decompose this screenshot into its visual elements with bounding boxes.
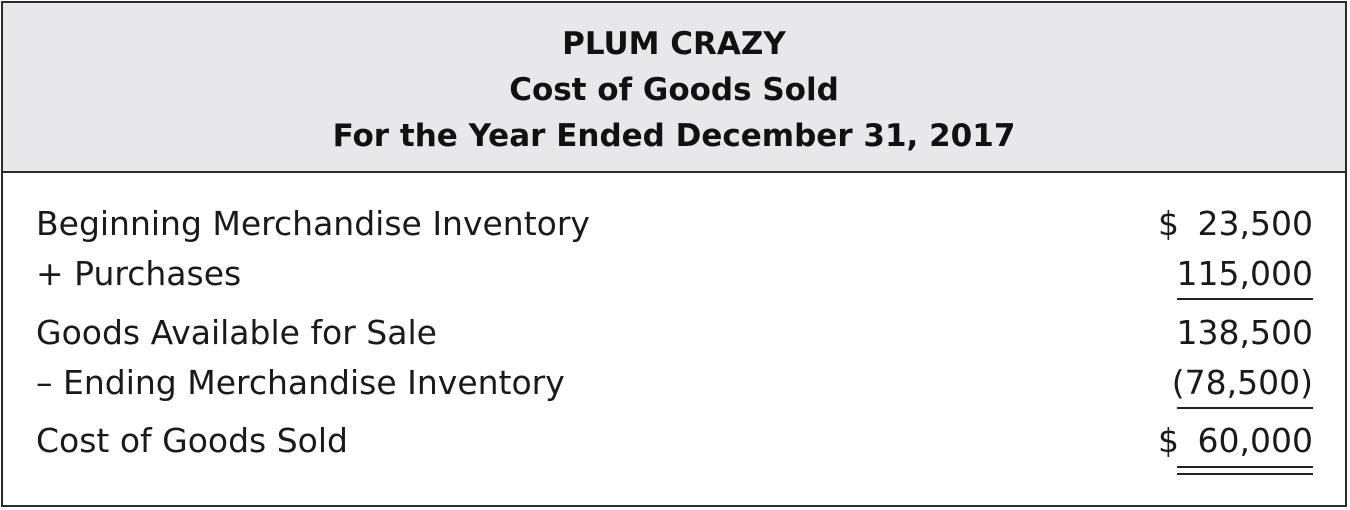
row-label: Beginning Merchandise Inventory: [36, 204, 590, 243]
currency-symbol: $: [1158, 204, 1179, 243]
total-double-rule: [1177, 466, 1313, 475]
row-amount: 138,500: [1176, 313, 1313, 352]
statement-title: Cost of Goods Sold: [509, 72, 839, 108]
row-label: Goods Available for Sale: [36, 313, 437, 352]
row-cost-of-goods-sold: Cost of Goods Sold $ 60,000: [3, 416, 1345, 466]
statement-header: PLUM CRAZY Cost of Goods Sold For the Ye…: [3, 3, 1345, 173]
row-ending-inventory: – Ending Merchandise Inventory (78,500): [3, 358, 1345, 408]
subtotal-rule: [1177, 298, 1313, 300]
row-amount: 60,000: [1197, 421, 1313, 460]
currency-symbol: $: [1158, 421, 1179, 460]
row-purchases: + Purchases 115,000: [3, 249, 1345, 299]
row-label: + Purchases: [36, 254, 242, 293]
row-goods-available: Goods Available for Sale 138,500: [3, 308, 1345, 358]
row-label: – Ending Merchandise Inventory: [36, 363, 565, 402]
subtotal-rule: [1177, 407, 1313, 409]
company-name: PLUM CRAZY: [562, 26, 786, 62]
row-label: Cost of Goods Sold: [36, 421, 348, 460]
row-amount: 115,000: [1176, 254, 1313, 293]
statement-period: For the Year Ended December 31, 2017: [332, 118, 1016, 154]
row-amount: (78,500): [1171, 363, 1313, 402]
row-beginning-inventory: Beginning Merchandise Inventory $ 23,500: [3, 199, 1345, 249]
row-amount: 23,500: [1197, 204, 1313, 243]
